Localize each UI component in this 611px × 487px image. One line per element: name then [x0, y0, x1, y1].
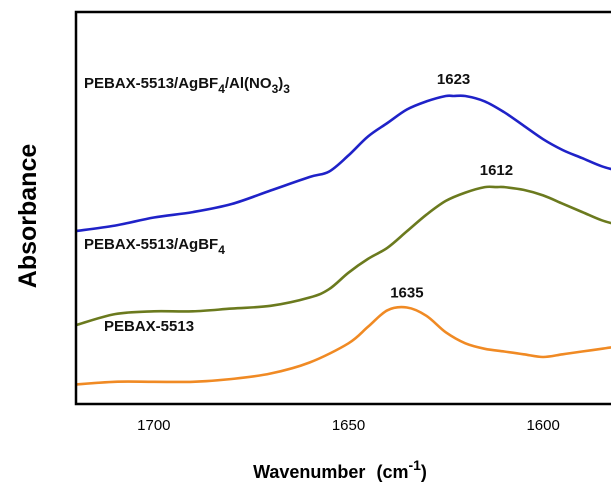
series-label-2: PEBAX-5513/AgBF4 — [84, 236, 225, 257]
plot-area — [76, 94, 611, 386]
x-axis: 1700 1650 1600 — [137, 417, 560, 434]
y-axis-title: Absorbance — [14, 144, 42, 289]
series-line-3 — [76, 305, 611, 386]
series-label-3: PEBAX-5513 — [104, 318, 194, 335]
x-tick-label: 1700 — [137, 417, 170, 434]
series-label-1: PEBAX-5513/AgBF4/Al(NO3)3 — [84, 75, 290, 96]
peak-label-3: 1635 — [390, 285, 423, 302]
peak-label-1: 1623 — [437, 71, 470, 88]
series-line-2 — [76, 185, 611, 327]
peak-label-2: 1612 — [480, 162, 513, 179]
x-tick-label: 1600 — [526, 417, 559, 434]
peak-labels: 1623 1612 1635 — [390, 71, 513, 302]
x-axis-title-main: Wavenumber — [253, 462, 365, 482]
x-axis-title-unit-close: ) — [421, 462, 427, 482]
x-axis-title-unit: (cm — [376, 462, 408, 482]
plot-frame — [74, 10, 611, 406]
x-tick-label: 1650 — [332, 417, 365, 434]
series-line-1 — [76, 94, 611, 233]
x-axis-title: Wavenumber (cm-1) — [253, 457, 427, 482]
series-labels: PEBAX-5513/AgBF4/Al(NO3)3 PEBAX-5513/AgBF… — [84, 75, 290, 335]
x-axis-title-unit-exp: -1 — [408, 457, 421, 473]
